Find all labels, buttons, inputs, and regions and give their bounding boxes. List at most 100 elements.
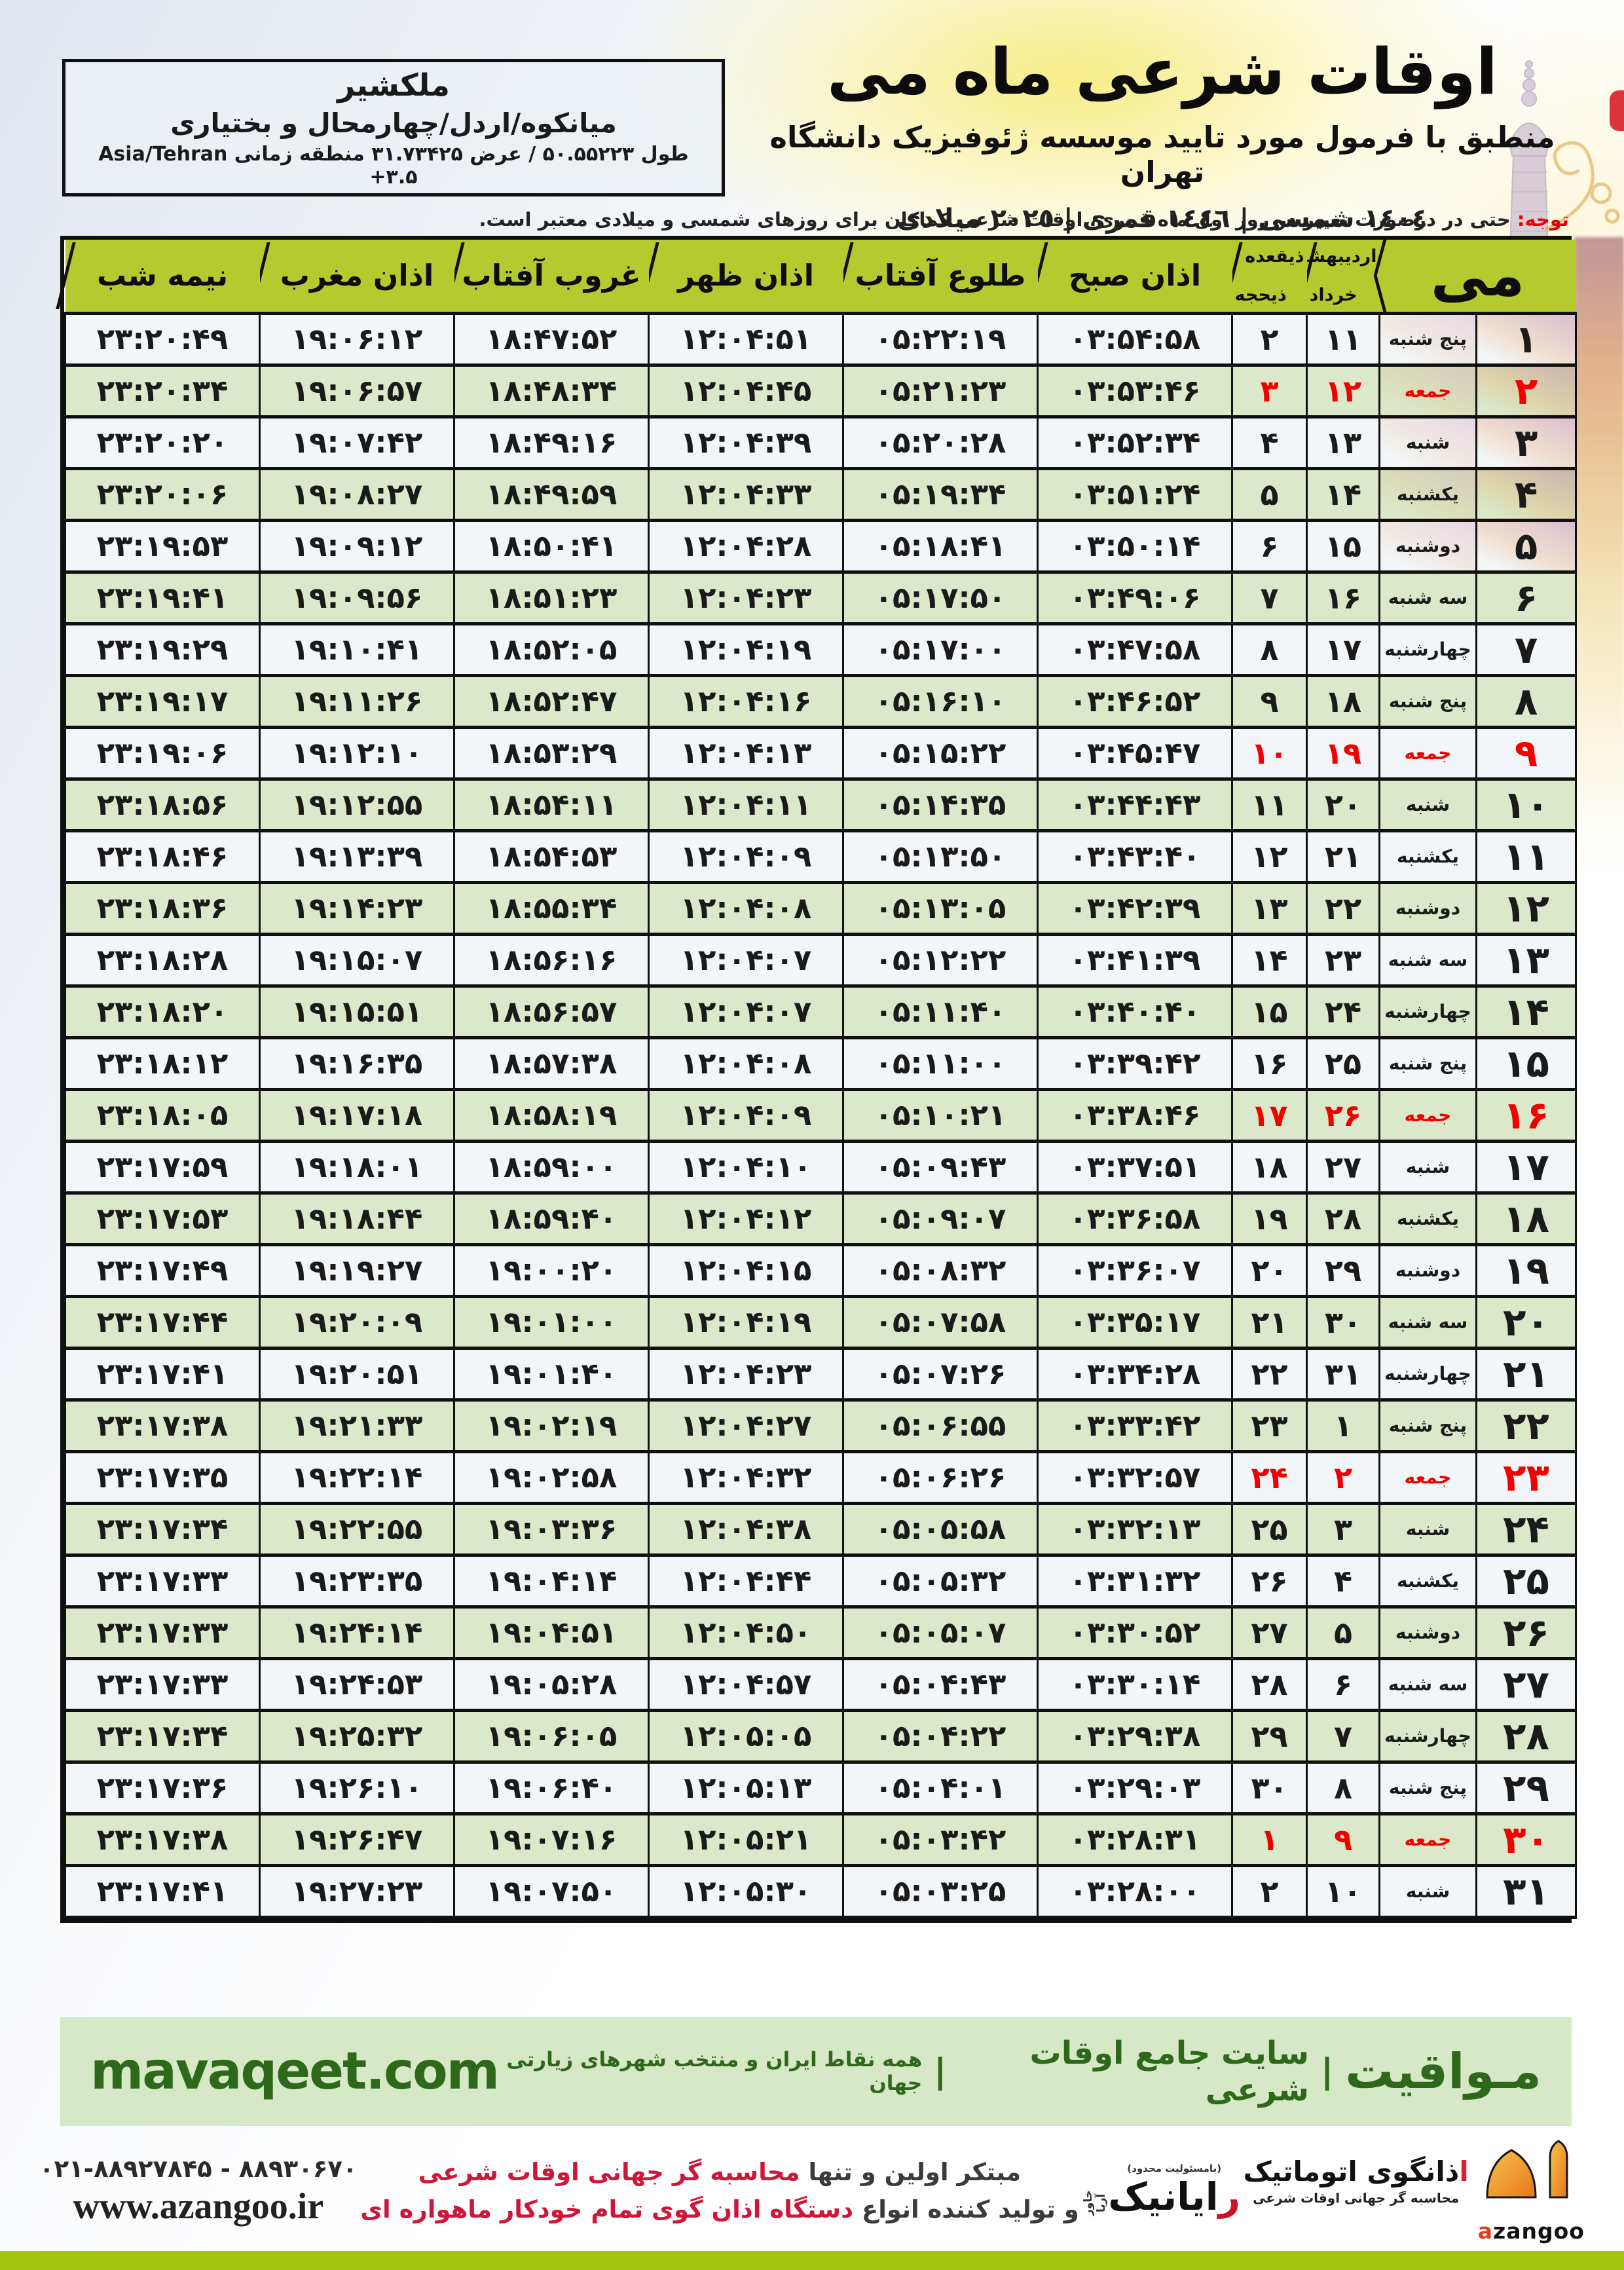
may-day: ۱۶ [1475,1087,1578,1143]
fajr-time: ۰۳:۳۰:۱۴ [1037,1656,1233,1712]
jalali-day: ۴ [1306,1553,1380,1609]
may-day: ۸ [1475,673,1578,729]
jalali-day: ۲۷ [1306,1139,1380,1195]
midnight-time: ۲۳:۱۸:۰۵ [64,1087,261,1143]
midnight-time: ۲۳:۱۸:۴۶ [64,828,261,884]
hijri-day: ۱۹ [1231,1191,1308,1246]
weekday: یکشنبه [1378,1191,1478,1246]
column-header-jalali-month: اردیبهشت خرداد [1289,240,1386,315]
sunset-time: ۱۸:۵۹:۴۰ [453,1191,650,1246]
weekday: جمعه [1378,1449,1478,1505]
jalali-day: ۳۰ [1306,1294,1380,1350]
fajr-time: ۰۳:۴۰:۴۰ [1037,984,1233,1039]
site-tagline-main: سایت جامع اوقات شرعی [1029,2035,1310,2108]
column-header-midnight: نیمه شب [65,240,260,315]
hijri-day: ۹ [1231,673,1308,729]
fajr-time: ۰۳:۳۸:۴۶ [1037,1087,1233,1143]
jalali-day: ۱۶ [1306,570,1380,625]
jalali-day: ۲۸ [1306,1191,1380,1246]
weekday: سه شنبه [1378,570,1478,625]
sunrise-time: ۰۵:۰۳:۴۲ [842,1812,1039,1867]
maghrib-time: ۱۹:۰۶:۵۷ [259,363,455,419]
sunrise-time: ۰۵:۰۹:۰۷ [842,1191,1039,1246]
sunset-time: ۱۸:۵۱:۲۳ [453,570,650,625]
dhuhr-time: ۱۲:۰۵:۰۵ [648,1708,844,1764]
maghrib-time: ۱۹:۱۷:۱۸ [259,1087,455,1143]
column-header-sunset: غروب آفتاب [454,240,649,315]
jalali-day: ۳ [1306,1501,1380,1557]
hijri-day: ۲۴ [1231,1449,1308,1505]
dhuhr-time: ۱۲:۰۴:۱۱ [648,777,844,832]
times-tbody: ۱ پنج شنبه ۱۱ ۲ ۰۳:۵۴:۵۸ ۰۵:۲۲:۱۹ ۱۲:۰۴:۵۱ ۱۸:۴… [64,311,1578,1919]
sunset-time: ۱۹:۰۰:۲۰ [453,1242,650,1298]
table-row: ۱۹ دوشنبه ۲۹ ۲۰ ۰۳:۳۶:۰۷ ۰۵:۰۸:۳۲ ۱۲:۰۴:۱۵ ۱۹:۰… [64,1242,1578,1298]
table-row: ۱۵ پنج شنبه ۲۵ ۱۶ ۰۳:۳۹:۴۲ ۰۵:۱۱:۰۰ ۱۲:۰۴:۰۸ ۱۸… [64,1035,1578,1091]
sunrise-time: ۰۵:۰۷:۵۸ [842,1294,1039,1350]
sunrise-time: ۰۵:۰۵:۰۷ [842,1605,1039,1660]
weekday: جمعه [1378,1812,1478,1867]
column-header-hijri-month: ذیقعده ذیحجه [1232,240,1307,315]
midnight-time: ۲۳:۱۷:۳۴ [64,1708,261,1764]
rayanik-logo: (بامسئولیت محدود) رایانیک خاور آریا [1082,2163,1240,2219]
midnight-time: ۲۳:۱۹:۴۱ [64,570,261,625]
maghrib-time: ۱۹:۲۵:۳۲ [259,1708,455,1764]
fajr-time: ۰۳:۳۹:۴۲ [1037,1035,1233,1091]
hijri-day: ۱۶ [1231,1035,1308,1091]
may-day: ۱۱ [1475,828,1578,884]
table-row: ۱۲ دوشنبه ۲۲ ۱۳ ۰۳:۴۲:۳۹ ۰۵:۱۳:۰۵ ۱۲:۰۴:۰۸ ۱۸:۵… [64,880,1578,936]
dhuhr-time: ۱۲:۰۴:۰۹ [648,828,844,884]
fajr-time: ۰۳:۳۶:۵۸ [1037,1191,1233,1246]
table-row: ۱۶ جمعه ۲۶ ۱۷ ۰۳:۳۸:۴۶ ۰۵:۱۰:۲۱ ۱۲:۰۴:۰۹ ۱۸:۵۸:… [64,1087,1578,1143]
dhuhr-time: ۱۲:۰۴:۲۸ [648,518,844,574]
sunset-time: ۱۸:۵۶:۱۶ [453,932,650,988]
table-row: ۲۰ سه شنبه ۳۰ ۲۱ ۰۳:۳۵:۱۷ ۰۵:۰۷:۵۸ ۱۲:۰۴:۱۹ ۱۹:… [64,1294,1578,1350]
maghrib-time: ۱۹:۰۹:۱۲ [259,518,455,574]
dhuhr-time: ۱۲:۰۴:۱۹ [648,1294,844,1350]
maghrib-time: ۱۹:۲۳:۳۵ [259,1553,455,1609]
hijri-day: ۱۱ [1231,777,1308,832]
jalali-day: ۷ [1306,1708,1380,1764]
sunset-time: ۱۸:۵۴:۵۳ [453,828,650,884]
sunrise-time: ۰۵:۱۷:۰۰ [842,622,1039,677]
hijri-day: ۲۶ [1231,1553,1308,1609]
hijri-day: ۷ [1231,570,1308,625]
weekday: چهارشنبه [1378,1346,1478,1402]
may-day: ۲۰ [1475,1294,1578,1350]
dhuhr-time: ۱۲:۰۴:۲۳ [648,570,844,625]
maghrib-time: ۱۹:۱۶:۳۵ [259,1035,455,1091]
dhuhr-time: ۱۲:۰۴:۱۹ [648,622,844,677]
table-row: ۳۱ شنبه ۱۰ ۲ ۰۳:۲۸:۰۰ ۰۵:۰۳:۲۵ ۱۲:۰۵:۳۰ ۱۹:۰۷:۵… [64,1863,1578,1919]
dhuhr-time: ۱۲:۰۴:۰۹ [648,1087,844,1143]
may-day: ۷ [1475,622,1578,677]
azangoo-persian-name: اذانگوی اتوماتیک [1244,2155,1469,2187]
sunset-time: ۱۸:۵۸:۱۹ [453,1087,650,1143]
fajr-time: ۰۳:۲۸:۳۱ [1037,1812,1233,1867]
jalali-day: ۲۲ [1306,880,1380,936]
may-day: ۳۱ [1475,1863,1578,1919]
may-day: ۴ [1475,466,1578,522]
may-day: ۳ [1475,415,1578,470]
weekday: دوشنبه [1378,880,1478,936]
dhuhr-time: ۱۲:۰۴:۲۷ [648,1398,844,1453]
azangoo-logo: اذانگوی اتوماتیک محاسبه گر جهانی اوقات ش… [1244,2138,1585,2244]
sunrise-time: ۰۵:۰۶:۲۶ [842,1449,1039,1505]
sunrise-time: ۰۵:۰۴:۴۳ [842,1656,1039,1712]
sunset-time: ۱۹:۰۶:۴۰ [453,1760,650,1815]
weekday: جمعه [1378,1087,1478,1143]
sunrise-time: ۰۵:۰۶:۵۵ [842,1398,1039,1453]
fajr-time: ۰۳:۳۷:۵۱ [1037,1139,1233,1195]
jalali-day: ۲۶ [1306,1087,1380,1143]
rayanik-khavar-aria: خاور آریا [1082,2190,1109,2216]
sunset-time: ۱۸:۵۷:۳۸ [453,1035,650,1091]
hijri-day: ۱۴ [1231,932,1308,988]
jalali-day: ۱۹ [1306,725,1380,781]
jalali-day: ۱۰ [1306,1863,1380,1919]
may-day: ۱۸ [1475,1191,1578,1246]
dhuhr-time: ۱۲:۰۴:۰۷ [648,932,844,988]
site-tagline-sub: همه نقاط ایران و منتخب شهرهای زیارتی جها… [506,2048,923,2095]
may-day: ۲۴ [1475,1501,1578,1557]
weekday: شنبه [1378,415,1478,470]
dhuhr-time: ۱۲:۰۴:۴۴ [648,1553,844,1609]
midnight-time: ۲۳:۲۰:۴۹ [64,311,261,367]
